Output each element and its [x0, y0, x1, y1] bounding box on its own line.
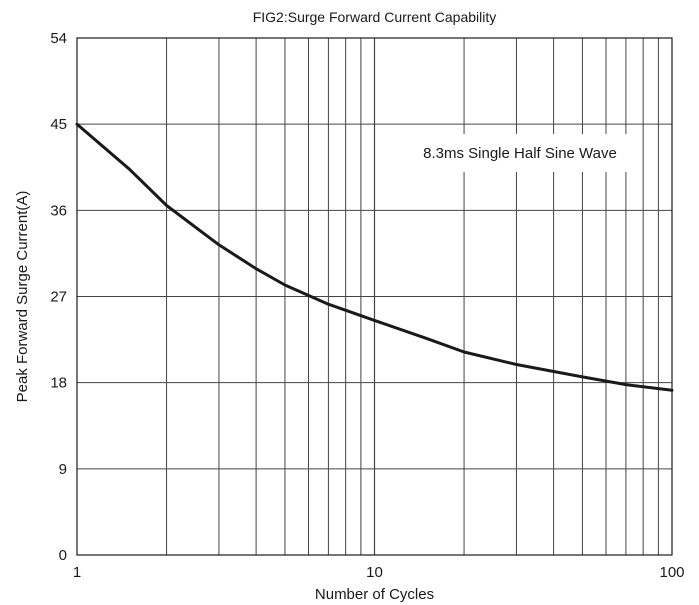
chart-title: FIG2:Surge Forward Current Capability	[253, 9, 497, 25]
annotation-text: 8.3ms Single Half Sine Wave	[423, 145, 617, 162]
x-axis-label: Number of Cycles	[315, 586, 434, 603]
annotation-background	[378, 134, 642, 172]
grid-lines	[77, 38, 672, 555]
y-tick-label: 18	[50, 375, 67, 392]
y-tick-label: 0	[59, 547, 67, 564]
y-tick-label: 36	[50, 202, 67, 219]
y-tick-label: 54	[50, 30, 67, 47]
y-axis-label: Peak Forward Surge Current(A)	[14, 191, 31, 403]
tick-labels: 0 9 18 27 36 45 54 1 10 100	[50, 30, 684, 581]
y-tick-label: 45	[50, 116, 67, 133]
y-tick-label: 9	[59, 461, 67, 478]
series-layer	[75, 122, 674, 392]
plot-frame	[76, 37, 673, 556]
x-tick-label: 1	[73, 564, 81, 581]
plot-border	[76, 37, 673, 556]
x-tick-label: 10	[366, 564, 383, 581]
series-line	[75, 122, 674, 392]
y-tick-label: 27	[50, 289, 67, 306]
x-tick-label: 100	[659, 564, 684, 581]
